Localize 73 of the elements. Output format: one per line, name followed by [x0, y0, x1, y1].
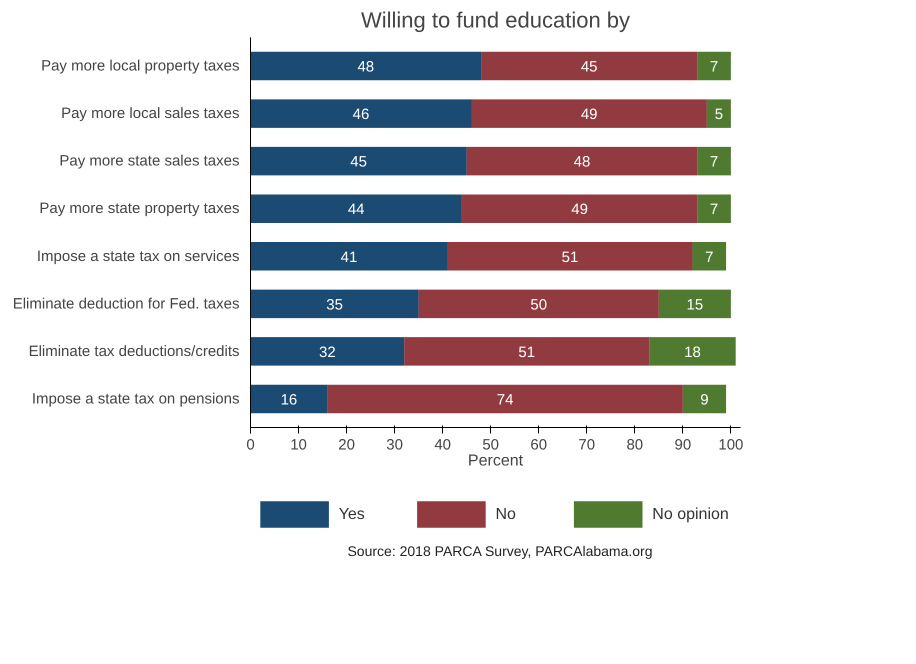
data-label: 45: [580, 58, 598, 76]
bar: [697, 52, 731, 80]
y-tick-label: Eliminate deduction for Fed. taxes: [12, 295, 240, 312]
data-label: 18: [684, 344, 701, 361]
data-label: 15: [686, 296, 704, 314]
x-tick-label: 80: [626, 436, 644, 454]
y-tick-label: Impose a state tax on services: [36, 248, 240, 265]
bar: [471, 99, 707, 128]
bar: [327, 384, 683, 414]
x-axis-title: Percent: [468, 452, 524, 470]
y-tick-label: Pay more state sales taxes: [59, 152, 240, 170]
x-tick-label: 10: [290, 436, 307, 454]
bar: [250, 52, 482, 80]
data-label: 49: [571, 201, 588, 218]
bar: [481, 52, 698, 80]
y-tick-label: Pay more local sales taxes: [61, 105, 240, 122]
bar: [462, 194, 698, 223]
data-label: 7: [705, 248, 714, 266]
bar: [658, 290, 731, 318]
bar: [250, 290, 419, 318]
data-label: 44: [348, 201, 365, 218]
legend-label: No: [496, 506, 516, 523]
bar: [250, 384, 328, 414]
y-tick-label: Pay more state property taxes: [39, 200, 240, 218]
data-label: 74: [496, 391, 514, 408]
x-tick-label: 70: [578, 436, 596, 454]
data-label: 50: [530, 296, 548, 314]
bar: [250, 194, 462, 223]
bar: [418, 290, 659, 318]
data-label: 51: [562, 248, 578, 266]
legend-label: No opinion: [652, 506, 729, 523]
data-label: 7: [710, 58, 718, 76]
data-label: 7: [710, 201, 718, 218]
data-label: 5: [714, 106, 724, 124]
data-label: 41: [340, 248, 358, 266]
chart-title: Willing to fund education by: [360, 8, 630, 32]
source-note: Source: 2018 PARCA Survey, PARCAlabama.org: [347, 542, 653, 561]
data-label: 46: [352, 106, 370, 124]
data-label: 9: [700, 391, 709, 408]
data-label: 35: [326, 296, 343, 314]
bar: [697, 194, 731, 223]
data-label: 16: [280, 391, 298, 408]
y-tick-label: Eliminate tax deductions/credits: [28, 342, 240, 360]
data-label: 49: [580, 106, 598, 124]
bar: [250, 337, 404, 366]
bar: [447, 242, 692, 271]
data-label: 45: [350, 154, 367, 171]
data-label: 32: [319, 344, 336, 361]
bar: [649, 337, 736, 366]
data-label: 48: [357, 58, 374, 76]
bar: [466, 146, 698, 176]
bar: [697, 146, 731, 176]
y-tick-label: Impose a state tax on pensions: [32, 390, 240, 408]
x-tick-label: 60: [530, 436, 548, 454]
bar: [404, 337, 650, 366]
bar: [706, 99, 731, 128]
bar: [250, 146, 467, 176]
bar: [250, 242, 448, 271]
data-label: 48: [574, 154, 590, 171]
x-tick-label: 50: [482, 436, 500, 454]
y-tick-label: Pay more local property taxes: [41, 58, 240, 75]
x-tick-label: 40: [434, 436, 451, 454]
bar: [682, 384, 726, 414]
bar: [692, 242, 726, 271]
x-tick-label: 30: [386, 436, 403, 454]
data-label: 7: [710, 154, 718, 171]
x-tick-label: 90: [674, 436, 692, 454]
data-label: 51: [518, 344, 536, 361]
x-tick-label: 20: [338, 436, 355, 454]
x-tick-label: 0: [246, 436, 255, 454]
legend-label: Yes: [338, 506, 365, 523]
x-tick-label: 100: [718, 436, 744, 454]
bar: [250, 99, 472, 128]
